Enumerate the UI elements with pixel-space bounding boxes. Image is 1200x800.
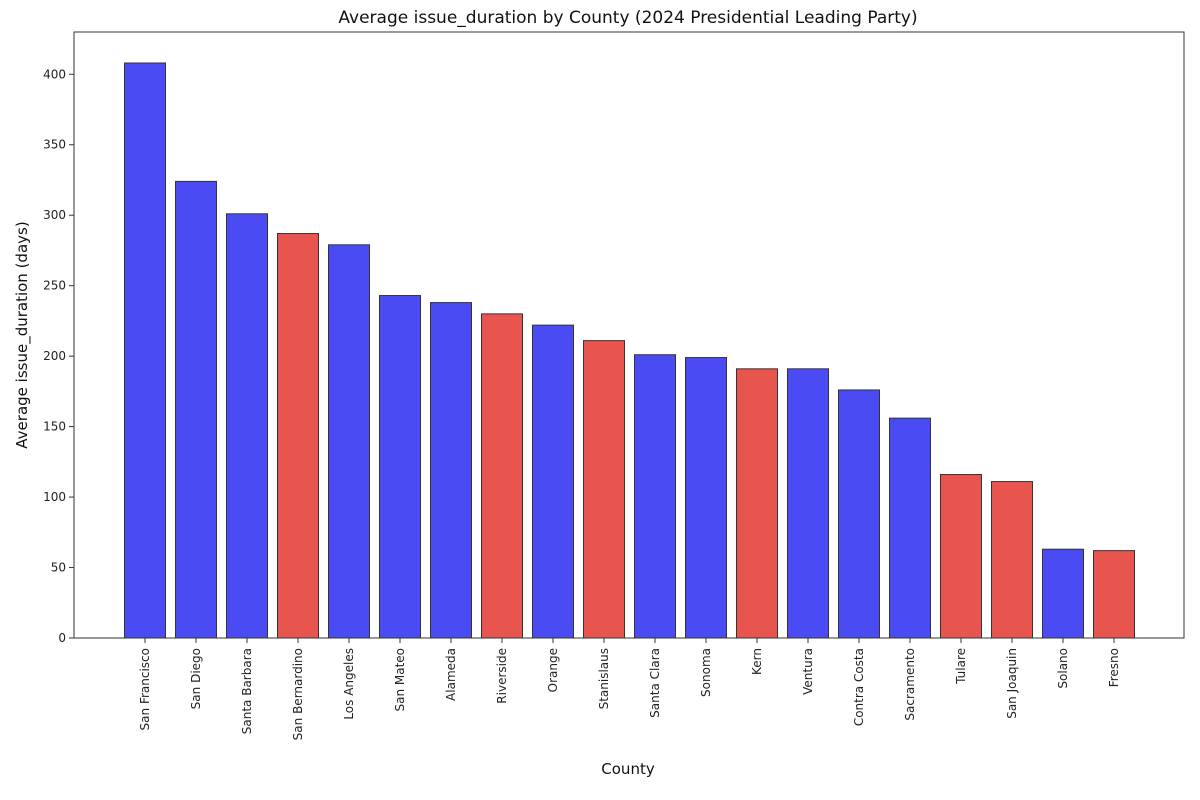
y-tick-label: 300 (43, 208, 66, 222)
bar-kern (736, 368, 778, 639)
bar-san-mateo (379, 295, 421, 639)
x-tick-label: Sacramento (903, 648, 917, 721)
y-tick-label: 200 (43, 349, 66, 363)
bar-santa-barbara (226, 213, 268, 639)
bar-contra-costa (838, 389, 880, 639)
y-axis-label: Average issue_duration (days) (13, 221, 32, 448)
bar-stanislaus (583, 340, 625, 639)
x-axis-label: County (601, 760, 655, 778)
bar-alameda (430, 302, 472, 639)
bar-ventura (787, 368, 829, 639)
x-tick-label: Tulare (954, 648, 968, 685)
bar-orange (532, 324, 574, 639)
y-tick-label: 350 (43, 138, 66, 152)
x-tick-label: Solano (1056, 648, 1070, 689)
x-tick-label: Los Angeles (342, 648, 356, 720)
bar-solano (1042, 548, 1084, 639)
x-tick-label: Stanislaus (597, 648, 611, 709)
bar-san-bernardino (277, 233, 319, 639)
x-tick-label: Kern (750, 648, 764, 675)
chart-title: Average issue_duration by County (2024 P… (338, 8, 917, 28)
x-tick-label: Orange (546, 648, 560, 692)
bar-sonoma (685, 357, 727, 639)
x-tick-label: Sonoma (699, 648, 713, 697)
x-tick-label: Santa Clara (648, 648, 662, 718)
x-tick-label: Ventura (801, 648, 815, 695)
x-tick-label: Fresno (1107, 648, 1121, 687)
bar-fresno (1093, 550, 1135, 639)
y-tick-label: 400 (43, 67, 66, 81)
bar-tulare (940, 474, 982, 639)
x-tick-label: Santa Barbara (240, 648, 254, 734)
bar-santa-clara (634, 354, 676, 639)
y-tick-label: 50 (51, 561, 66, 575)
x-tick-label: San Mateo (393, 648, 407, 712)
y-axis-ticks: 0 50 100 150 200 250 300 350 400 (43, 67, 74, 645)
x-tick-label: Riverside (495, 648, 509, 704)
x-tick-label: San Diego (189, 648, 203, 709)
x-tick-label: Contra Costa (852, 648, 866, 726)
x-axis-ticks: San Francisco San Diego Santa Barbara San B… (138, 638, 1121, 740)
bar-san-francisco (124, 62, 166, 639)
y-tick-label: 100 (43, 490, 66, 504)
plot-frame (73, 31, 1185, 639)
x-tick-label: San Francisco (138, 648, 152, 730)
bar-sacramento (889, 417, 931, 639)
bar-san-diego (175, 180, 217, 639)
y-tick-label: 250 (43, 279, 66, 293)
bars-group (124, 62, 1135, 639)
bar-san-joaquin (991, 481, 1033, 639)
y-tick-label: 0 (58, 631, 66, 645)
y-tick-label: 150 (43, 420, 66, 434)
x-tick-label: Alameda (444, 648, 458, 701)
bar-los-angeles (328, 244, 370, 639)
bar-riverside (481, 313, 523, 639)
x-tick-label: San Bernardino (291, 648, 305, 740)
x-tick-label: San Joaquin (1005, 648, 1019, 719)
